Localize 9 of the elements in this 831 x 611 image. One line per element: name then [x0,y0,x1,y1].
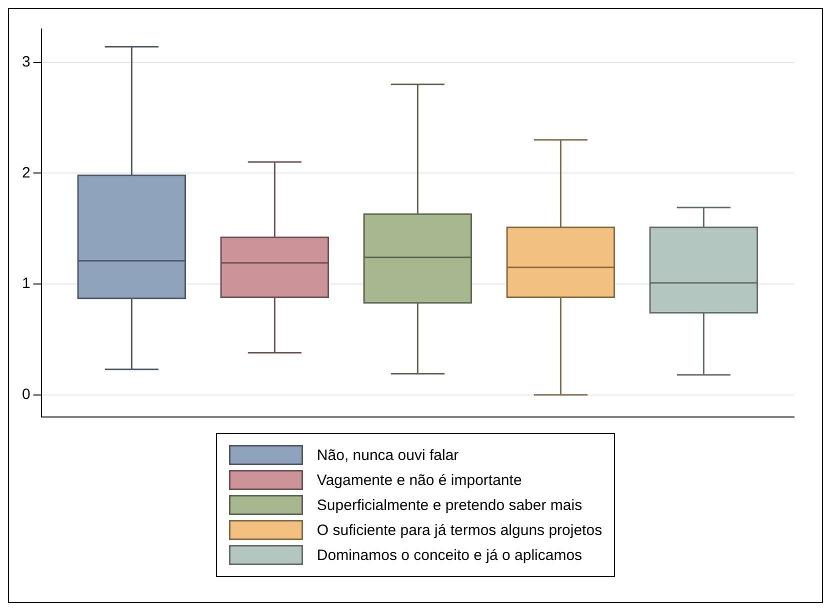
legend-label: Superficialmente e pretendo saber mais [316,496,582,514]
y-tick-label: 3 [22,53,30,70]
legend-label: O suficiente para já termos alguns projetos [316,522,602,538]
legend-label: Dominamos o conceito e já o aplicamos [316,546,582,564]
y-tick-label: 1 [22,275,30,292]
legend-label: Vagamente e não é importante [316,472,522,488]
legend-label: Não, nunca ouvi falar [316,446,459,464]
y-tick-label: 2 [22,164,30,182]
y-tick-label: 0 [22,386,30,403]
